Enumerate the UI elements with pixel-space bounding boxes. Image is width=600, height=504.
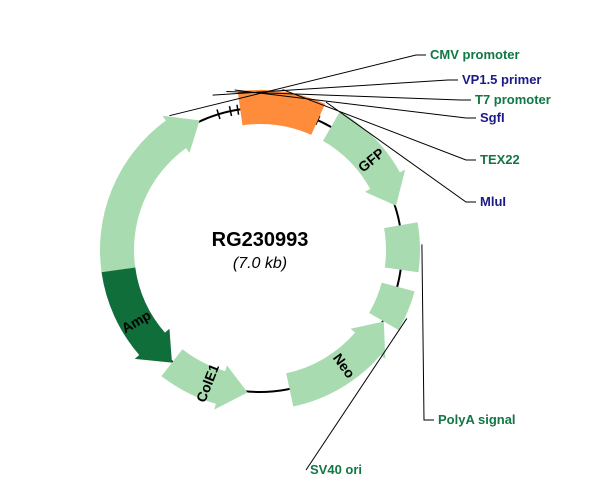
tick-mark	[229, 106, 231, 116]
segment-sv40	[369, 283, 414, 330]
segment-cmv	[100, 116, 200, 278]
plasmid-size: (7.0 kb)	[233, 255, 287, 272]
plasmid-name: RG230993	[212, 229, 309, 251]
label-mlui: MluI	[480, 194, 506, 209]
segment-tex22	[238, 90, 325, 135]
label-polya-signal: PolyA signal	[438, 412, 516, 427]
label-cmv-promoter: CMV promoter	[430, 47, 520, 62]
plasmid-map: GFPNeoColE1AmpCMV promoterVP1.5 primerT7…	[0, 0, 600, 504]
label-sv40-ori: SV40 ori	[310, 462, 362, 477]
tick-mark	[237, 105, 239, 115]
segment-polya	[384, 222, 420, 272]
label-tex22: TEX22	[480, 152, 520, 167]
label-vp1-5-primer: VP1.5 primer	[462, 72, 542, 87]
label-sgfi: SgfI	[480, 110, 505, 125]
label-t7-promoter: T7 promoter	[475, 92, 551, 107]
leader-line	[422, 244, 434, 420]
